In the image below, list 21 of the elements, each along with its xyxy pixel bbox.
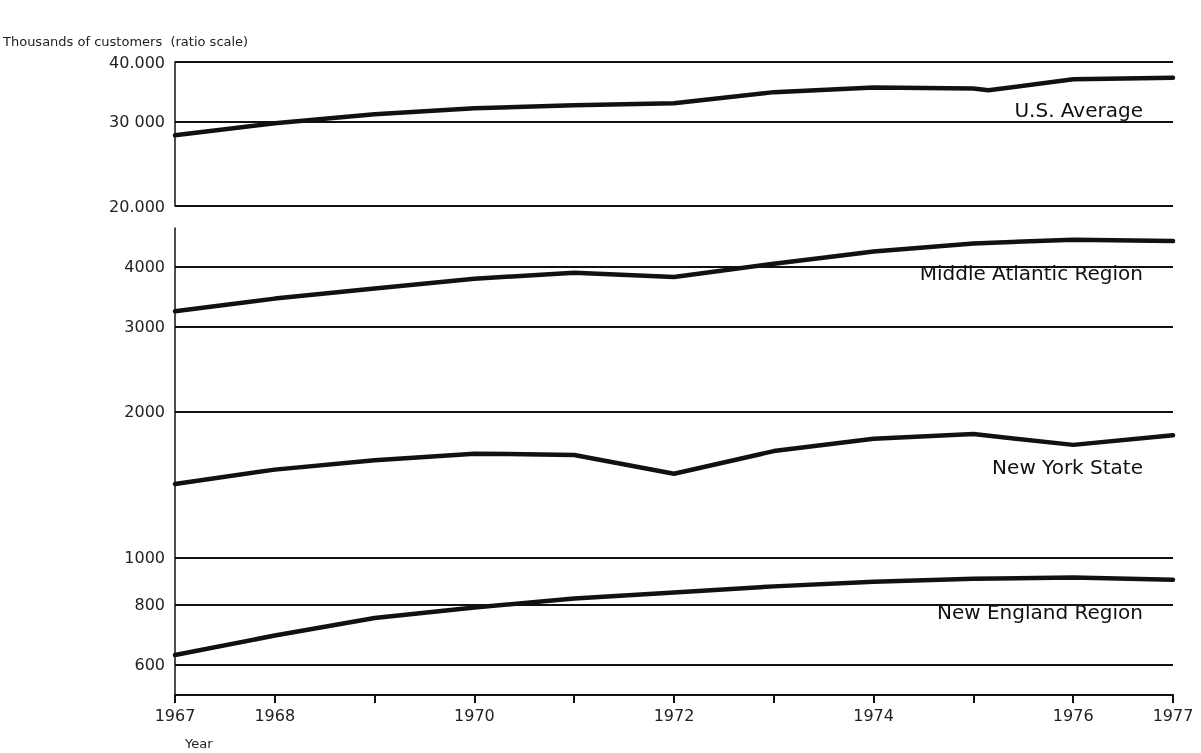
x-tick-label: 1977 xyxy=(1152,705,1194,725)
y-axis-title: Thousands of customers (ratio scale) xyxy=(2,34,249,49)
x-tick-label: 1974 xyxy=(853,705,894,725)
y-tick-label: 4000 xyxy=(124,256,165,276)
x-tick-label: 1967 xyxy=(154,705,196,725)
x-tick-label: 1968 xyxy=(254,705,296,725)
y-tick-label: 800 xyxy=(134,594,165,614)
y-tick-label: 30 000 xyxy=(109,112,165,132)
x-axis-title: Year xyxy=(184,736,214,751)
y-tick-label: 600 xyxy=(134,655,165,675)
y-tick-label: 20.000 xyxy=(109,196,165,216)
series-label: New England Region xyxy=(937,599,1143,624)
x-tick-label: 1976 xyxy=(1052,705,1094,725)
x-tick-label: 1970 xyxy=(454,705,495,725)
series-label: New York State xyxy=(992,455,1143,480)
series-label: U.S. Average xyxy=(1014,97,1143,122)
y-tick-label: 1000 xyxy=(124,548,165,568)
y-tick-label: 3000 xyxy=(124,317,165,337)
x-tick-label: 1972 xyxy=(653,705,695,725)
y-tick-label: 40.000 xyxy=(109,52,165,72)
y-tick-label: 2000 xyxy=(124,402,165,422)
